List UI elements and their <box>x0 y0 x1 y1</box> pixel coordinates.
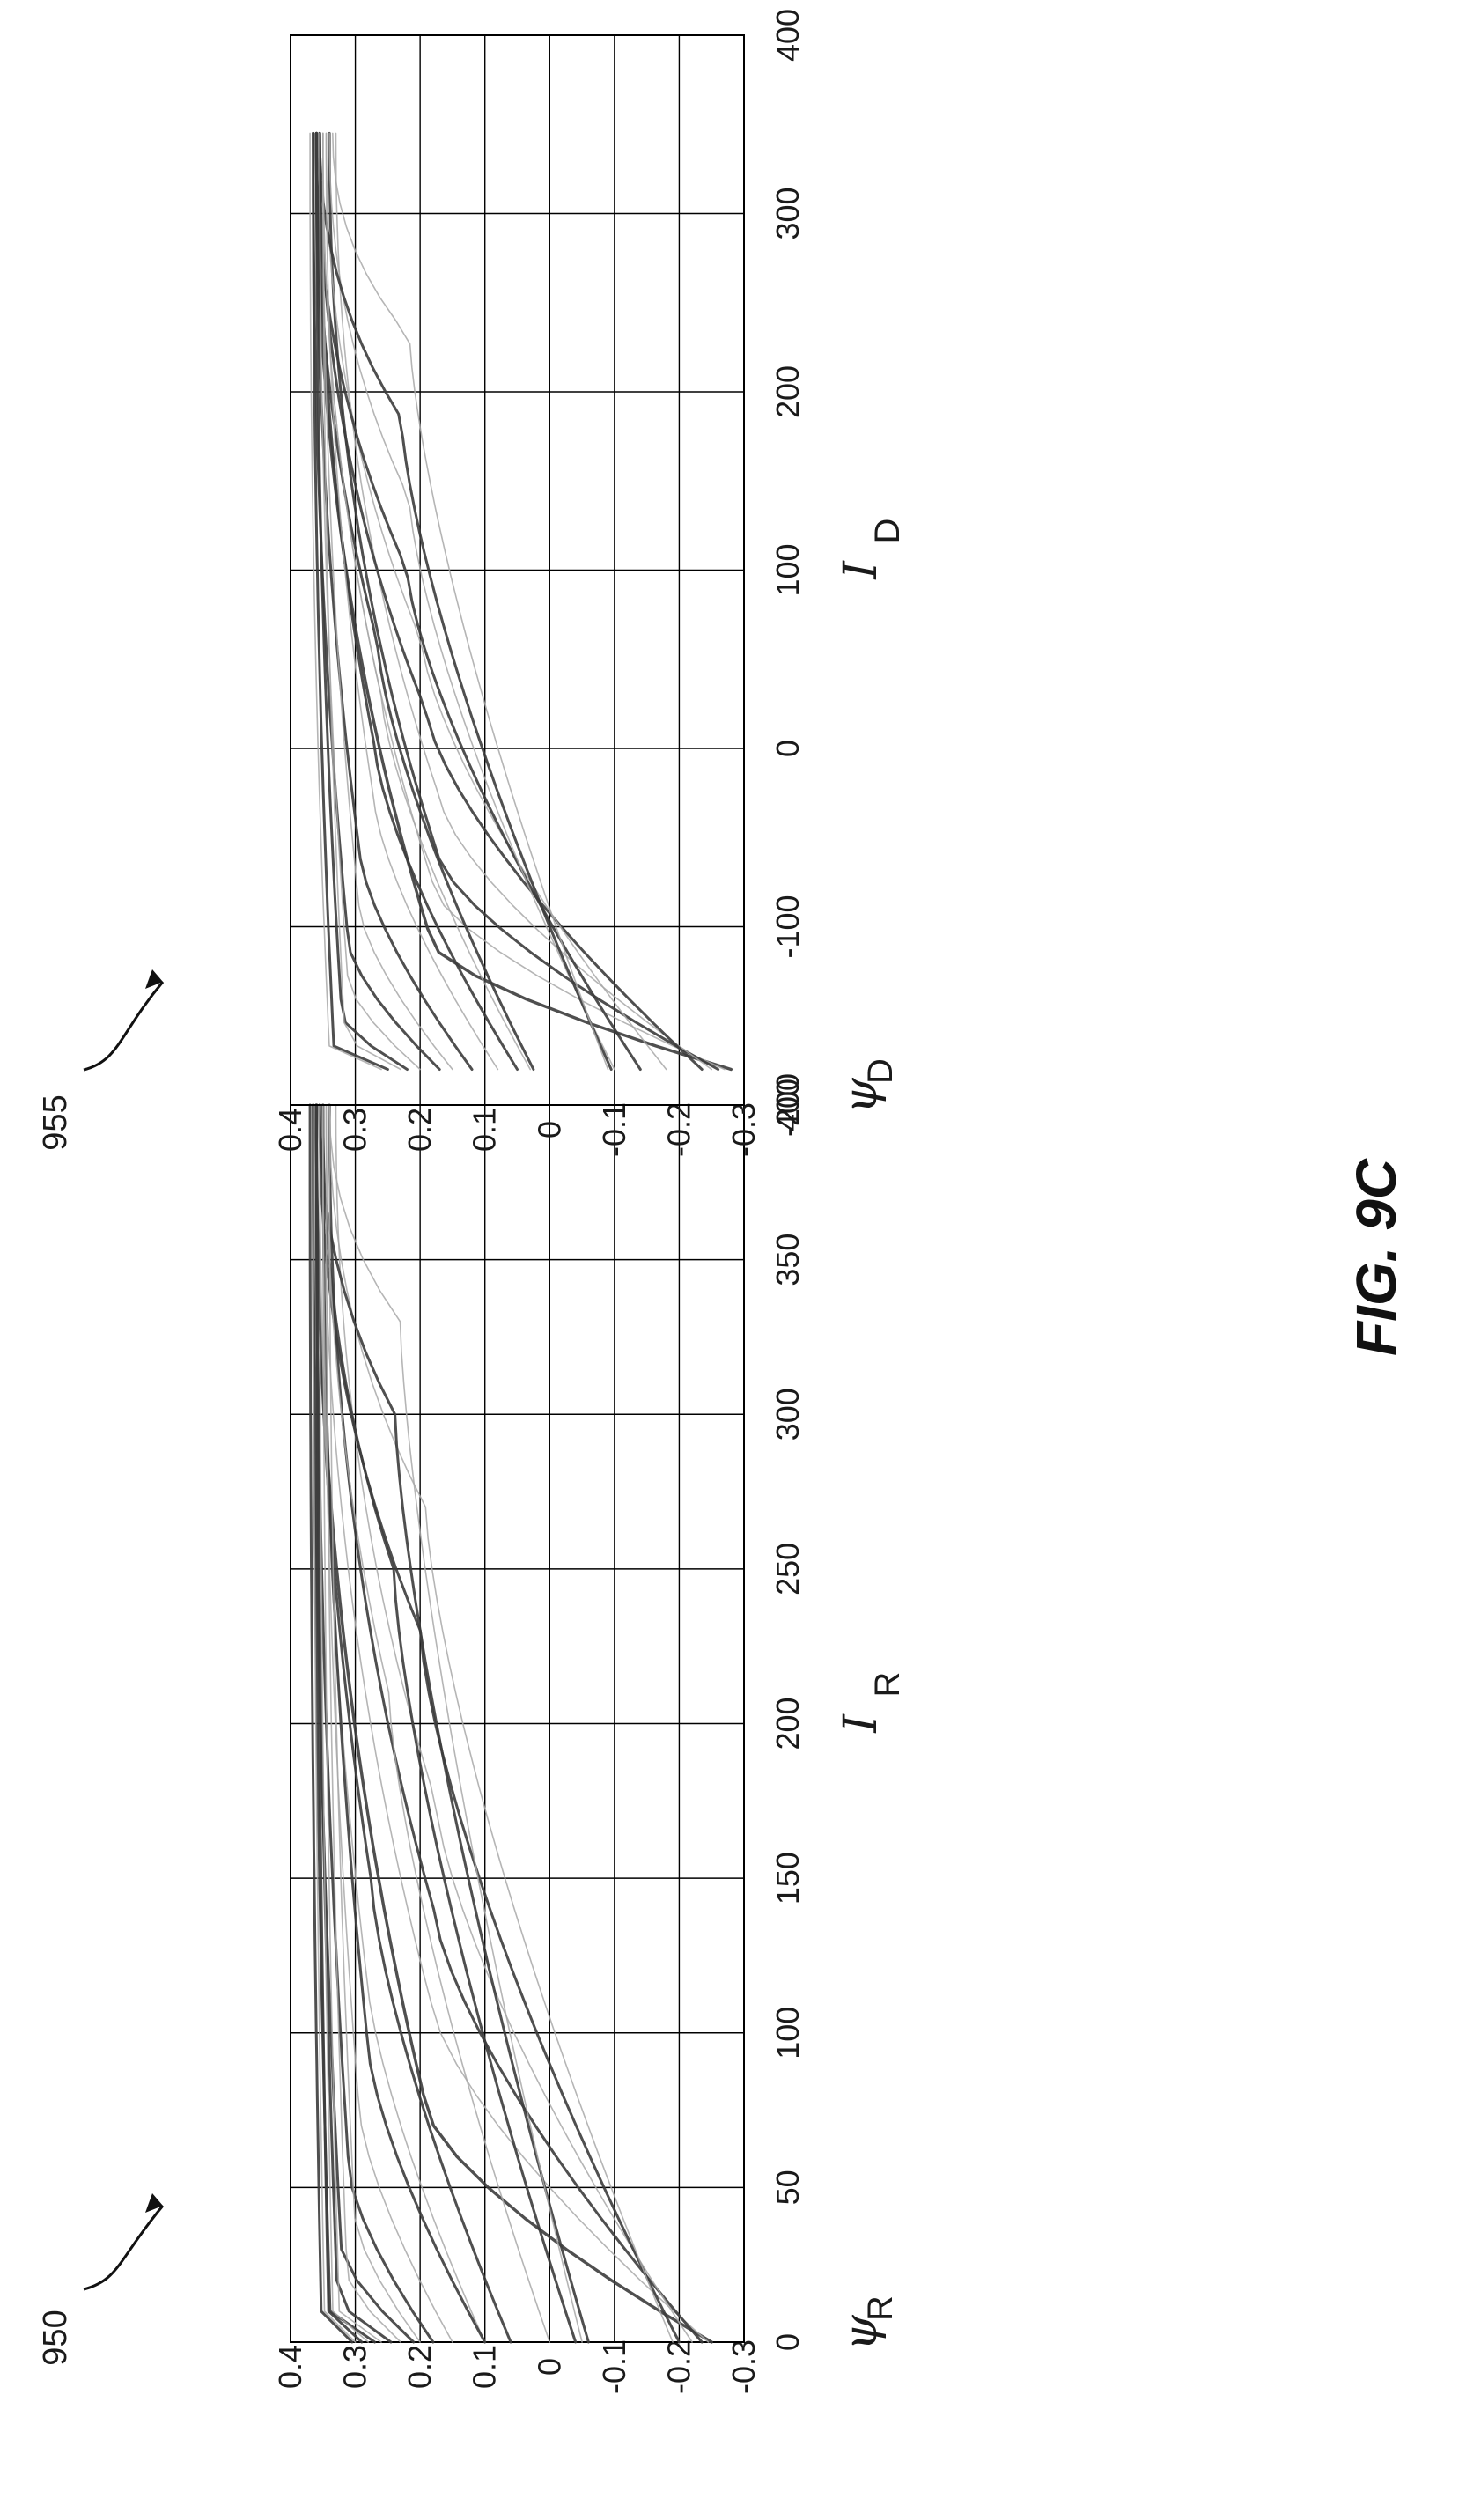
x-tick-label: 200 <box>770 365 806 418</box>
x-tick-label: 50 <box>770 2170 806 2205</box>
y-axis-label-subscript: D <box>861 1058 900 1084</box>
series-line <box>325 132 667 1071</box>
x-tick-label: 400 <box>770 9 806 62</box>
x-axis-label: I <box>835 560 888 580</box>
series-line <box>314 131 409 1071</box>
arrowhead-icon <box>145 969 163 989</box>
series-line <box>314 1103 364 2344</box>
x-tick-label: 100 <box>770 2007 806 2059</box>
y-tick-label: 0.3 <box>337 2345 373 2389</box>
series-line <box>321 132 532 1071</box>
x-axis-label-subscript: D <box>868 519 907 544</box>
x-tick-label: 150 <box>770 1852 806 1905</box>
x-axis-label-subscript: R <box>868 1672 907 1698</box>
y-tick-label: -0.1 <box>596 1102 632 1157</box>
y-axis-label: ψ <box>835 1077 888 1114</box>
y-tick-label: 0.4 <box>272 1108 308 1152</box>
y-tick-label: 0.2 <box>401 1108 438 1152</box>
x-tick-label: 400 <box>770 1079 806 1131</box>
y-tick-label: 0.4 <box>272 2345 308 2389</box>
series-line <box>312 1104 357 2343</box>
x-tick-label: 250 <box>770 1543 806 1595</box>
series-line <box>314 131 733 1072</box>
y-tick-label: 0.3 <box>337 1108 373 1152</box>
y-tick-label: -0.3 <box>726 2339 762 2394</box>
reference-arrow <box>83 981 165 1072</box>
x-tick-label: 0 <box>770 740 806 757</box>
series-line <box>319 1104 370 2343</box>
x-axis-label: I <box>835 1713 888 1734</box>
series-line <box>318 131 519 1071</box>
x-tick-label: 300 <box>770 1388 806 1441</box>
y-tick-label: -0.3 <box>726 1102 762 1157</box>
x-tick-label: 350 <box>770 1234 806 1286</box>
plot-950: -0.3 -0.2 -0.1 0 0.1 0.2 0.3 0.4 0 50 100 150 200 250… <box>37 1079 907 2394</box>
reference-numeral: 950 <box>37 2310 74 2365</box>
series-line <box>325 132 499 1071</box>
series-line <box>321 1104 453 2343</box>
reference-numeral: 955 <box>37 1094 74 1150</box>
y-tick-label: -0.2 <box>660 1102 696 1157</box>
series-line <box>312 131 389 1071</box>
series-line <box>318 1103 590 2344</box>
x-tick-label: 200 <box>770 1697 806 1750</box>
figure-caption: FIG. 9C <box>1344 1158 1408 1356</box>
reference-arrow <box>83 2205 165 2291</box>
series-line <box>328 1104 421 2343</box>
x-tick-label: 300 <box>770 187 806 239</box>
y-tick-label: -0.2 <box>660 2339 696 2394</box>
series-line <box>331 132 609 1071</box>
arrowhead-icon <box>145 2193 163 2213</box>
series-line <box>321 1103 578 2344</box>
series-line <box>325 1104 551 2343</box>
y-tick-label: 0 <box>531 2358 567 2376</box>
series-line <box>325 1104 401 2343</box>
series-line <box>318 131 613 1071</box>
y-tick-label: 0.1 <box>467 1108 503 1152</box>
series-line <box>318 131 704 1071</box>
x-tick-label: -100 <box>770 895 806 958</box>
y-axis-label: ψ <box>835 2314 888 2351</box>
y-tick-label: -0.1 <box>596 2339 632 2394</box>
y-tick-label: 0.2 <box>401 2345 438 2389</box>
x-tick-label: 0 <box>770 2333 806 2351</box>
y-tick-label: 0 <box>531 1121 567 1138</box>
plot-frame <box>290 34 745 1106</box>
series-line <box>309 132 382 1071</box>
y-tick-label: 0.1 <box>467 2345 503 2389</box>
y-axis-label-subscript: R <box>861 2295 900 2321</box>
series-line <box>335 132 713 1071</box>
x-tick-label: -200 <box>770 1073 806 1137</box>
series-line <box>321 1104 382 2343</box>
plot-955: -0.3 -0.2 -0.1 0 0.1 0.2 0.3 0.4 -200 -100 0 100 200… <box>37 9 907 1157</box>
x-tick-label: 100 <box>770 543 806 596</box>
series-line <box>328 1104 583 2343</box>
series-line <box>321 132 401 1071</box>
series-line <box>308 1103 354 2344</box>
